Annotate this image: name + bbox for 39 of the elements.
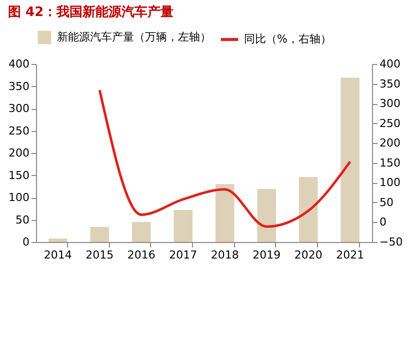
y2-tick-label: 200 xyxy=(380,136,400,150)
x-tick-label: 2021 xyxy=(336,248,364,262)
bar xyxy=(215,184,234,242)
x-tick-label: 2017 xyxy=(169,248,198,262)
y2-tick-label: 150 xyxy=(380,156,400,170)
y2-tick-label: 0 xyxy=(380,216,386,229)
x-tick-label: 2020 xyxy=(294,248,322,262)
y2-tick-label: 350 xyxy=(380,77,400,90)
y2-tick-label: 100 xyxy=(380,176,400,190)
y-tick-label: 350 xyxy=(8,80,30,93)
x-tick-label: 2019 xyxy=(252,248,281,262)
x-tick-label: 2014 xyxy=(44,248,72,262)
legend-label: 同比（%，右轴） xyxy=(244,32,332,46)
x-tick-label: 2015 xyxy=(86,248,114,262)
y2-tick-label: 300 xyxy=(380,97,400,110)
x-tick-label: 2016 xyxy=(127,248,156,262)
y-tick-label: 400 xyxy=(8,58,30,70)
bar xyxy=(257,189,276,242)
bar xyxy=(298,177,318,242)
y-tick-label: 250 xyxy=(8,124,30,138)
bar xyxy=(340,78,360,242)
y2-tick-label: 250 xyxy=(380,116,400,130)
y-tick-label: 100 xyxy=(8,191,30,204)
chart-title: 图 42：我国新能源汽车产量 xyxy=(8,4,174,20)
bar xyxy=(174,210,193,242)
x-tick-label: 2018 xyxy=(210,248,239,262)
y-tick-label: 300 xyxy=(8,102,30,115)
y2-tick-label: 400 xyxy=(380,58,400,70)
bar xyxy=(90,226,110,242)
bar xyxy=(132,222,151,242)
y2-tick-label: 50 xyxy=(380,196,394,209)
legend-label: 新能源汽车产量（万辆，左轴） xyxy=(57,30,211,44)
y-tick-label: 50 xyxy=(16,213,30,226)
y-tick-label: 200 xyxy=(8,146,30,160)
line-series xyxy=(98,88,352,228)
y2-tick-label: −50 xyxy=(380,236,403,248)
bar xyxy=(48,238,68,242)
y-tick-label: 0 xyxy=(22,236,30,248)
y-tick-label: 150 xyxy=(8,168,30,182)
